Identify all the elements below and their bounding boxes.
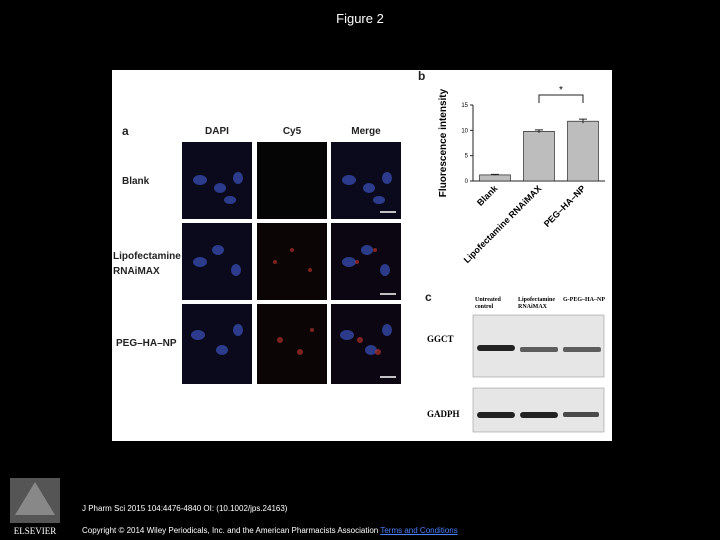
blot-row-label: GGCT (427, 334, 454, 344)
copyright: Copyright © 2014 Wiley Periodicals, Inc.… (82, 526, 458, 535)
column-header: Merge (351, 126, 381, 137)
logo (10, 478, 60, 523)
column-header: DAPI (205, 126, 229, 137)
slide-title: Figure 2 (336, 11, 384, 26)
micrographs (182, 142, 401, 384)
bar (479, 174, 511, 182)
significance-bracket (538, 94, 584, 103)
copyright-text: Copyright © 2014 Wiley Periodicals, Inc.… (82, 526, 379, 535)
annotation: * (559, 85, 563, 96)
terms-link[interactable]: Terms and Conditions (380, 526, 458, 535)
blot-column-label: G-PEG–HA–NP (563, 297, 605, 303)
blot-column-label: Lipofectamine RNAiMAX (518, 297, 555, 310)
western-blot (472, 314, 605, 433)
y-tick-label: 15 (461, 103, 468, 109)
panel-label: a (122, 124, 129, 138)
row-label: Blank (122, 176, 150, 187)
blot-column-label: Untreated control (475, 297, 501, 310)
y-tick-label: 0 (465, 179, 469, 185)
row-label: PEG–HA–NP (116, 338, 177, 349)
y-axis-label: Fluorescence intensity (438, 88, 449, 197)
y-tick-label: 5 (465, 154, 469, 160)
bar (523, 130, 555, 182)
blot-row-label: GADPH (427, 409, 460, 419)
error-bar (491, 173, 499, 176)
error-bar (535, 129, 543, 133)
column-header: Cy5 (282, 126, 302, 137)
panel-label: b (418, 69, 425, 83)
bar (567, 120, 599, 182)
y-tick-label: 10 (461, 128, 468, 134)
panel-label: c (425, 290, 432, 304)
citation: J Pharm Sci 2015 104:4476-4840 OI: (10.1… (82, 504, 288, 513)
row-label: Lipofectamine RNAiMAX (113, 251, 181, 277)
logo-text: ELSEVIER (13, 526, 57, 536)
error-bar (579, 118, 587, 124)
